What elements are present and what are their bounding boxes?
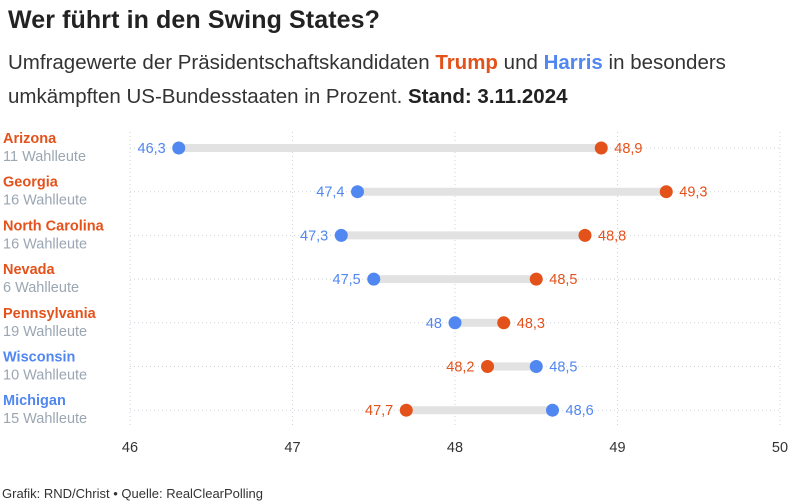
trump-value-label: 49,3 [679,185,707,201]
state-name: Georgia [3,175,59,191]
state-electors: 6 Wahlleute [3,280,79,296]
subtitle-harris: Harris [543,51,603,74]
subtitle-text-1: Umfragewerte der Präsidentschaftskandida… [8,51,436,74]
state-name: Arizona [3,131,57,147]
subtitle-trump: Trump [435,51,498,74]
state-name: Nevada [3,262,56,278]
trump-value-label: 47,7 [365,403,393,419]
state-name: North Carolina [3,218,105,234]
trump-value-label: 48,5 [549,272,577,288]
harris-dot [351,185,364,199]
harris-dot [546,403,559,417]
harris-value-label: 47,5 [333,272,361,288]
state-electors: 19 Wahlleute [3,324,87,340]
trump-dot [594,141,608,155]
state-name: Michigan [3,393,66,409]
trump-value-label: 48,8 [598,228,626,244]
harris-dot [172,141,186,155]
subtitle-text-2: in besonders umkämpften US-Bundesstaaten… [8,51,726,108]
harris-value-label: 48,6 [566,403,594,419]
state-electors: 10 Wahlleute [3,368,87,384]
trump-dot [529,272,543,286]
trump-value-label: 48,9 [614,141,642,157]
subtitle-text-und: und [497,51,544,74]
trump-dot [481,360,494,373]
chart-title: Wer führt in den Swing States? [8,6,381,34]
state-name: Wisconsin [3,350,75,366]
x-tick-label: 48 [447,440,463,456]
state-electors: 16 Wahlleute [3,193,87,209]
harris-value-label: 46,3 [138,141,166,157]
chart-subtitle: Umfragewerte der Präsidentschaftskandida… [8,46,798,114]
subtitle-date: Stand: 3.11.2024 [407,85,568,108]
state-name: Pennsylvania [3,306,97,322]
chart-footer: Grafik: RND/Christ • Quelle: RealClearPo… [2,486,264,501]
x-tick-label: 49 [609,440,625,456]
state-electors: 15 Wahlleute [3,411,87,427]
harris-value-label: 47,3 [300,228,328,244]
harris-value-label: 47,4 [316,185,344,201]
state-electors: 11 Wahlleute [3,149,86,165]
trump-value-label: 48,2 [446,360,474,376]
x-tick-label: 47 [284,440,300,456]
state-electors: 16 Wahlleute [3,236,87,252]
trump-dot [578,228,592,242]
dot-range-chart: 46 47 48 49 50 Arizona 11 Wahlleute 48,9 46,3 Geo… [3,131,788,456]
trump-dot [659,185,673,199]
harris-dot [448,316,462,330]
trump-dot [399,403,413,417]
harris-dot [529,360,543,373]
harris-dot [367,272,381,286]
harris-value-label: 48,5 [549,360,577,376]
x-tick-label: 46 [122,440,138,456]
harris-dot [334,228,348,242]
trump-dot [497,316,511,330]
trump-value-label: 48,3 [517,316,545,332]
x-tick-label: 50 [772,440,788,456]
harris-value-label: 48 [426,316,442,332]
